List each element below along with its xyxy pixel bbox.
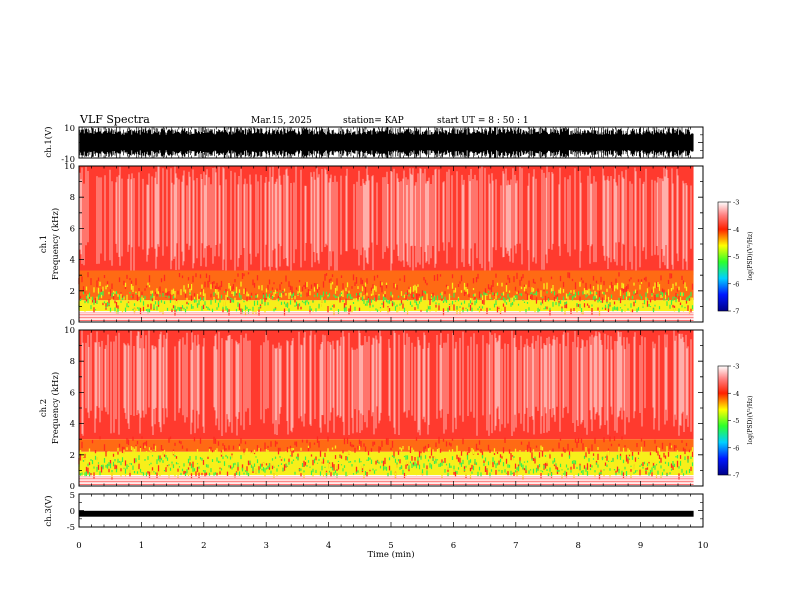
- xtick-label: 2: [201, 541, 206, 551]
- ch3-ytick-5: 5: [70, 491, 75, 501]
- colorbar-tick-label: -3: [733, 363, 739, 371]
- xtick-marks: [78, 166, 704, 322]
- ch2-colorbar-ticks: -3 -4 -5 -6 -7: [728, 363, 739, 480]
- ch2-spectrogram-ytick-labels: 0 2 4 6 8 10: [64, 326, 75, 492]
- ch2-spectrogram-image: [78, 330, 703, 486]
- colorbar-tick-label: -5: [733, 253, 739, 261]
- ch3-ytick-neg5: -5: [67, 523, 75, 533]
- ytick-label: 4: [70, 420, 75, 430]
- xtick-label: 7: [513, 541, 518, 551]
- spectrogram-nodata: [693, 166, 703, 322]
- colorbar-tick-label: -4: [733, 390, 739, 398]
- xtick-label: 6: [451, 541, 456, 551]
- ytick-label: 0: [70, 482, 75, 492]
- ch1-spectrogram-ytick-labels: 0 2 4 6 8 10: [64, 162, 75, 328]
- xtick-label: 3: [263, 541, 268, 551]
- ytick-marks: [79, 165, 703, 323]
- ch1-spectrogram-ylabel-channel: ch.1: [39, 235, 49, 253]
- ch3-waveform-panel: 5 0 -5 ch.3(V): [43, 491, 704, 533]
- ch2-spectrogram-ylabel-frequency: Frequency (kHz): [50, 372, 61, 444]
- start-time-label: start UT = 8 : 50 : 1: [437, 116, 529, 126]
- ch2-colorbar-label: log(PSD)(V²/Hz): [747, 396, 754, 445]
- ytick-marks: [79, 126, 703, 159]
- colorbar-tick-label: -7: [733, 308, 739, 316]
- spectrogram-high-band: [79, 330, 694, 440]
- colorbar-tick-label: -6: [733, 280, 739, 288]
- ytick-label: 2: [70, 287, 75, 297]
- ch1-waveform-ylabel: ch.1(V): [43, 126, 54, 157]
- ytick-label: 4: [70, 256, 75, 266]
- colorbar-tick-label: -6: [733, 444, 739, 452]
- spectrogram-quiet-streaks: [81, 330, 692, 436]
- ytick-marks: [79, 493, 703, 528]
- ch1-spectrogram-image: [78, 166, 703, 322]
- ch1-ytick-10: 10: [64, 124, 75, 134]
- xtick-label: 8: [575, 541, 580, 551]
- x-axis-label: Time (min): [367, 549, 414, 560]
- station-label: station= KAP: [343, 116, 404, 126]
- ytick-label: 0: [70, 318, 75, 328]
- colorbar-tick-label: -4: [733, 226, 739, 234]
- x-axis-tick-labels: 0 1 2 3 4 5 6 7 8 9 10: [76, 541, 708, 551]
- ytick-label: 6: [70, 388, 75, 398]
- colorbar-tick-label: -3: [733, 199, 739, 207]
- xtick-label: 4: [326, 541, 331, 551]
- ch1-waveform-panel: 10 -10 ch.1(V): [43, 124, 704, 165]
- xtick-label: 5: [388, 541, 393, 551]
- ytick-marks: [79, 329, 703, 487]
- ch2-colorbar: [717, 365, 729, 476]
- ch1-waveform-line: [79, 127, 694, 158]
- ch3-ytick-0: 0: [70, 507, 75, 517]
- ytick-label: 8: [70, 193, 75, 203]
- ytick-label: 10: [64, 326, 75, 336]
- ch1-waveform-trace: [79, 127, 694, 158]
- ch1-colorbar-label: log(PSD)(V²/Hz): [747, 232, 754, 281]
- xtick-marks: [78, 494, 704, 527]
- xtick-label: 1: [139, 541, 144, 551]
- colorbar-tick-label: -5: [733, 417, 739, 425]
- ch1-waveform-ticks: [78, 126, 704, 159]
- xtick-marks: [78, 330, 704, 486]
- ytick-label: 6: [70, 224, 75, 234]
- ch1-colorbar-ticks: -3 -4 -5 -6 -7: [728, 199, 739, 316]
- xtick-label: 10: [698, 541, 709, 551]
- spectrogram-nodata: [693, 330, 703, 486]
- ch1-colorbar: [717, 201, 729, 312]
- ytick-label: 10: [64, 162, 75, 172]
- ch1-ytick-neg10: -10: [61, 155, 75, 165]
- spectrogram-band-1: [79, 439, 694, 452]
- xtick-marks: [78, 127, 704, 158]
- ch3-waveform-ticks: [78, 493, 704, 528]
- xtick-label: 0: [76, 541, 81, 551]
- spectrogram-band-0: [79, 300, 694, 312]
- date-label: Mar.15, 2025: [251, 116, 312, 126]
- ch3-waveform-trace: [79, 510, 694, 517]
- chart-title: VLF Spectra: [79, 113, 150, 126]
- ytick-label: 2: [70, 451, 75, 461]
- ch1-spectrogram-ticks: [78, 165, 704, 323]
- ch2-spectrogram-ticks: [78, 329, 704, 487]
- spectrogram-quiet-streaks: [79, 166, 692, 272]
- ch2-spectrogram-ylabel-channel: ch.2: [39, 399, 49, 417]
- colorbar-tick-label: -7: [733, 472, 739, 480]
- xtick-label: 9: [638, 541, 643, 551]
- ch1-spectrogram-ylabel-frequency: Frequency (kHz): [50, 208, 61, 280]
- ytick-label: 8: [70, 357, 75, 367]
- ch3-waveform-ylabel: ch.3(V): [43, 495, 54, 526]
